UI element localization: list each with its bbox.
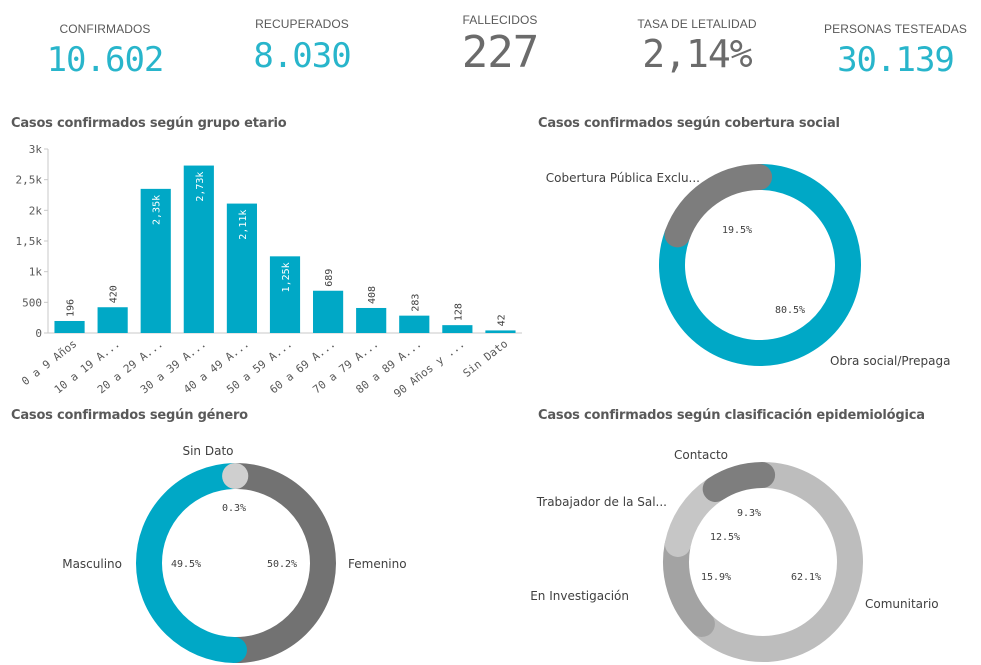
bar[interactable]: [97, 307, 128, 333]
kpi-value: 10.602: [46, 40, 165, 80]
bar-value-label: 1,25k: [281, 262, 292, 292]
kpi-fallecidos: FALLECIDOS 227: [430, 0, 570, 77]
slice-label: Trabajador de la Sal...: [536, 495, 667, 509]
slice-label: Obra social/Prepaga: [830, 354, 950, 368]
bar[interactable]: [313, 290, 344, 333]
kpi-label: PERSONAS TESTEADAS: [824, 22, 967, 36]
bar[interactable]: [54, 320, 85, 333]
kpi-value: 8.030: [253, 36, 351, 76]
chart-title-genero: Casos confirmados según género: [11, 408, 248, 423]
slice-label: Contacto: [674, 448, 728, 462]
y-tick-label: 500: [22, 296, 42, 309]
kpi-value: 2,14%: [642, 32, 752, 76]
y-tick-label: 1k: [29, 266, 43, 279]
donut-slice[interactable]: [664, 164, 773, 248]
bar-value-label: 408: [367, 286, 378, 304]
slice-percent: 12.5%: [710, 532, 740, 543]
bar-value-label: 689: [324, 269, 335, 287]
kpi-personas-testeadas: PERSONAS TESTEADAS 30.139: [818, 0, 973, 80]
y-tick-label: 1,5k: [16, 235, 43, 248]
bar-value-label: 2,11k: [238, 210, 249, 240]
chart-title-clasificacion: Casos confirmados según clasificación ep…: [538, 408, 925, 423]
donut-chart-clasificacion: Comunitario 62.1% En Investigación 15.9% Tra…: [530, 448, 939, 662]
bar-value-label: 196: [66, 299, 77, 317]
donut-chart-genero: Femenino 50.2% Masculino 49.5% Sin Dato 0.3%: [62, 444, 407, 664]
slice-label: En Investigación: [530, 589, 629, 603]
slice-percent: 19.5%: [722, 225, 752, 236]
y-tick-label: 0: [35, 327, 42, 340]
bar[interactable]: [356, 307, 387, 333]
bar[interactable]: [485, 330, 516, 333]
bar-value-label: 42: [496, 314, 507, 326]
kpi-value: 30.139: [837, 40, 955, 80]
donut-slice[interactable]: [663, 532, 715, 637]
donut-slice[interactable]: [659, 164, 861, 366]
bar[interactable]: [140, 188, 171, 333]
bar-value-label: 128: [453, 303, 464, 321]
slice-label: Comunitario: [865, 597, 939, 611]
y-tick-label: 2k: [29, 204, 43, 217]
kpi-label: CONFIRMADOS: [59, 22, 151, 36]
slice-percent: 62.1%: [791, 572, 821, 583]
donut-slice[interactable]: [690, 462, 863, 662]
slice-label: Femenino: [348, 557, 407, 571]
kpi-label: FALLECIDOS: [462, 13, 538, 27]
bar[interactable]: [183, 165, 214, 333]
kpi-label: TASA DE LETALIDAD: [637, 17, 757, 31]
slice-label: Sin Dato: [182, 444, 233, 458]
bar-value-label: 2,35k: [152, 195, 163, 225]
slice-label: Cobertura Pública Exclu...: [546, 171, 700, 185]
slice-percent: 49.5%: [171, 559, 201, 570]
kpi-value: 227: [461, 27, 539, 78]
bar-value-label: 420: [109, 285, 120, 303]
slice-label: Masculino: [62, 557, 122, 571]
slice-percent: 80.5%: [775, 305, 805, 316]
y-tick-label: 3k: [29, 143, 43, 156]
bar-value-label: 283: [410, 294, 421, 312]
slice-percent: 9.3%: [737, 508, 761, 519]
x-tick-label: Sin Dato: [461, 337, 511, 380]
chart-title-grupo-etario: Casos confirmados según grupo etario: [11, 116, 287, 131]
bar-value-label: 2,73k: [195, 172, 206, 202]
slice-percent: 15.9%: [701, 572, 731, 583]
donut-slice[interactable]: [702, 462, 776, 502]
y-tick-label: 2,5k: [16, 174, 43, 187]
kpi-recuperados: RECUPERADOS 8.030: [222, 0, 382, 76]
donut-chart-cobertura-social: Obra social/Prepaga 80.5% Cobertura Públic…: [546, 164, 950, 368]
chart-title-cobertura-social: Casos confirmados según cobertura social: [538, 116, 840, 131]
kpi-confirmados: CONFIRMADOS 10.602: [30, 0, 180, 80]
bar[interactable]: [442, 325, 473, 333]
bar[interactable]: [399, 315, 430, 333]
bar[interactable]: [226, 203, 257, 333]
bar[interactable]: [269, 256, 301, 333]
donut-slice[interactable]: [136, 463, 247, 663]
kpi-label: RECUPERADOS: [255, 17, 349, 31]
donut-slice[interactable]: [222, 463, 337, 664]
kpi-tasa-letalidad: TASA DE LETALIDAD 2,14%: [622, 0, 772, 76]
slice-percent: 50.2%: [267, 559, 297, 570]
slice-percent: 0.3%: [222, 503, 246, 514]
